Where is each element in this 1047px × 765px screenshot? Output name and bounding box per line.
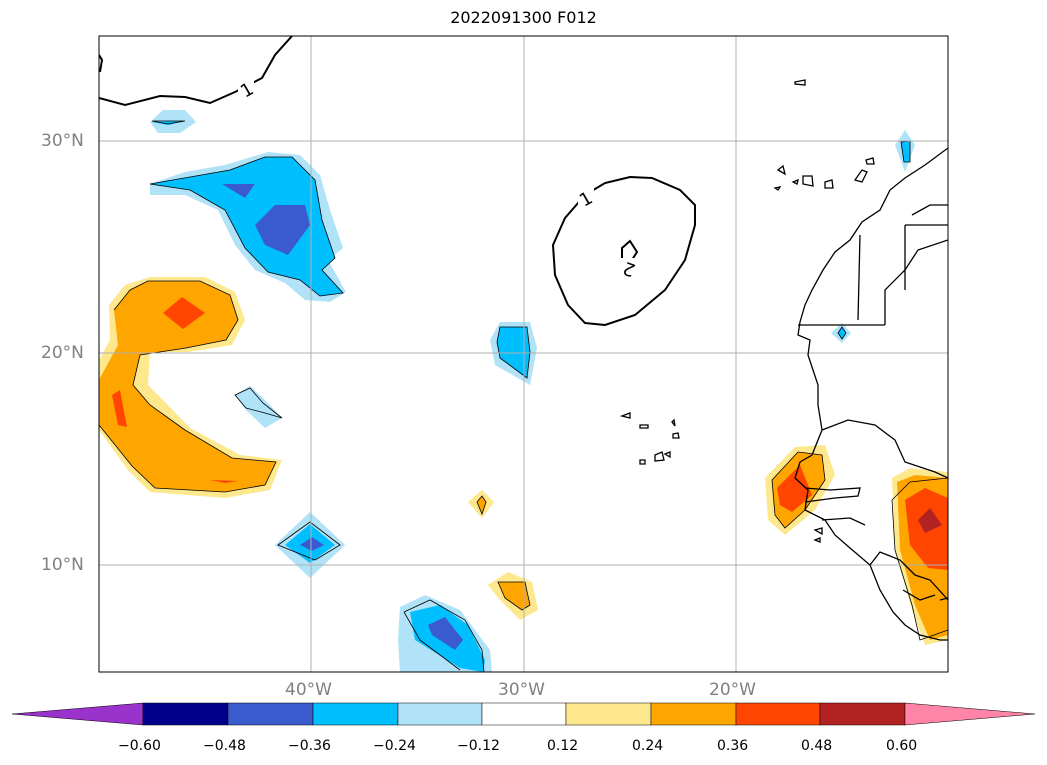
colorbar-segment (312, 702, 399, 726)
positive-anomaly-peak (163, 297, 205, 329)
lon-label-20w: 20°W (709, 680, 756, 700)
colorbar-segment (735, 702, 821, 726)
colorbar-tick: −0.24 (373, 738, 416, 754)
colorbar-tick: 0.48 (801, 738, 833, 754)
colorbar-segment (481, 702, 567, 726)
lat-label-10n: 10°N (41, 555, 84, 575)
negative-anomaly-dark (428, 617, 463, 650)
lon-label-40w: 40°W (285, 680, 332, 700)
colorbar-segment (819, 702, 906, 726)
colorbar-tick: 0.36 (717, 738, 749, 754)
map-title: 2022091300 F012 (450, 8, 597, 27)
positive-anomaly-strong (918, 508, 942, 533)
negative-anomaly-light (235, 386, 282, 428)
positive-anomaly-mid (477, 496, 486, 514)
colorbar-segment (397, 702, 483, 726)
negative-anomaly-dark (222, 184, 255, 198)
contour-line-thick (99, 36, 293, 107)
colorbar-extend-low (11, 702, 144, 726)
negative-anomaly-dark (300, 537, 324, 551)
contour-line (476, 495, 487, 516)
positive-anomaly-peak (112, 390, 127, 427)
positive-anomaly-peak (210, 480, 238, 483)
contour-line (277, 521, 341, 561)
colorbar-tick: 0.24 (632, 738, 664, 754)
contour-line-thick (551, 175, 696, 327)
contour-line (234, 387, 283, 419)
contour-line (496, 326, 531, 379)
colorbar-extend-high (904, 702, 1036, 726)
contour-line (99, 280, 277, 493)
positive-anomaly-peak (777, 465, 812, 512)
negative-anomaly-mid (152, 121, 185, 125)
colorbar-tick: −0.36 (288, 738, 331, 754)
colorbar-segment (565, 702, 652, 726)
coastline (794, 147, 948, 641)
colorbar (11, 702, 1036, 726)
islands (619, 79, 875, 543)
colorbar-tick: 0.12 (547, 738, 579, 754)
colorbar-segment (650, 702, 737, 726)
positive-anomaly-mid (498, 582, 530, 610)
colorbar-segment (142, 702, 229, 726)
lat-label-30n: 30°N (41, 131, 84, 151)
gridlines (99, 36, 948, 672)
colorbar-tick: −0.48 (203, 738, 246, 754)
lon-label-30w: 30°W (498, 680, 545, 700)
contour-line-thick (99, 54, 104, 73)
contour-line (891, 477, 948, 501)
colorbar-tick: 0.60 (886, 738, 918, 754)
contour-line (151, 120, 186, 125)
map-frame (98, 35, 949, 673)
contour-line (837, 326, 847, 340)
colorbar-tick: −0.60 (118, 738, 161, 754)
negative-anomaly-dark (255, 205, 310, 255)
contour-line (771, 451, 826, 529)
positive-anomaly-mid (99, 281, 276, 492)
negative-anomaly-mid (150, 157, 343, 296)
colorbar-tick: −0.12 (457, 738, 500, 754)
contour-line (403, 611, 461, 671)
contour-line (403, 599, 485, 672)
contour-line (149, 156, 344, 297)
contour-line (497, 581, 531, 611)
lat-label-20n: 20°N (41, 343, 84, 363)
colorbar-segment (227, 702, 314, 726)
